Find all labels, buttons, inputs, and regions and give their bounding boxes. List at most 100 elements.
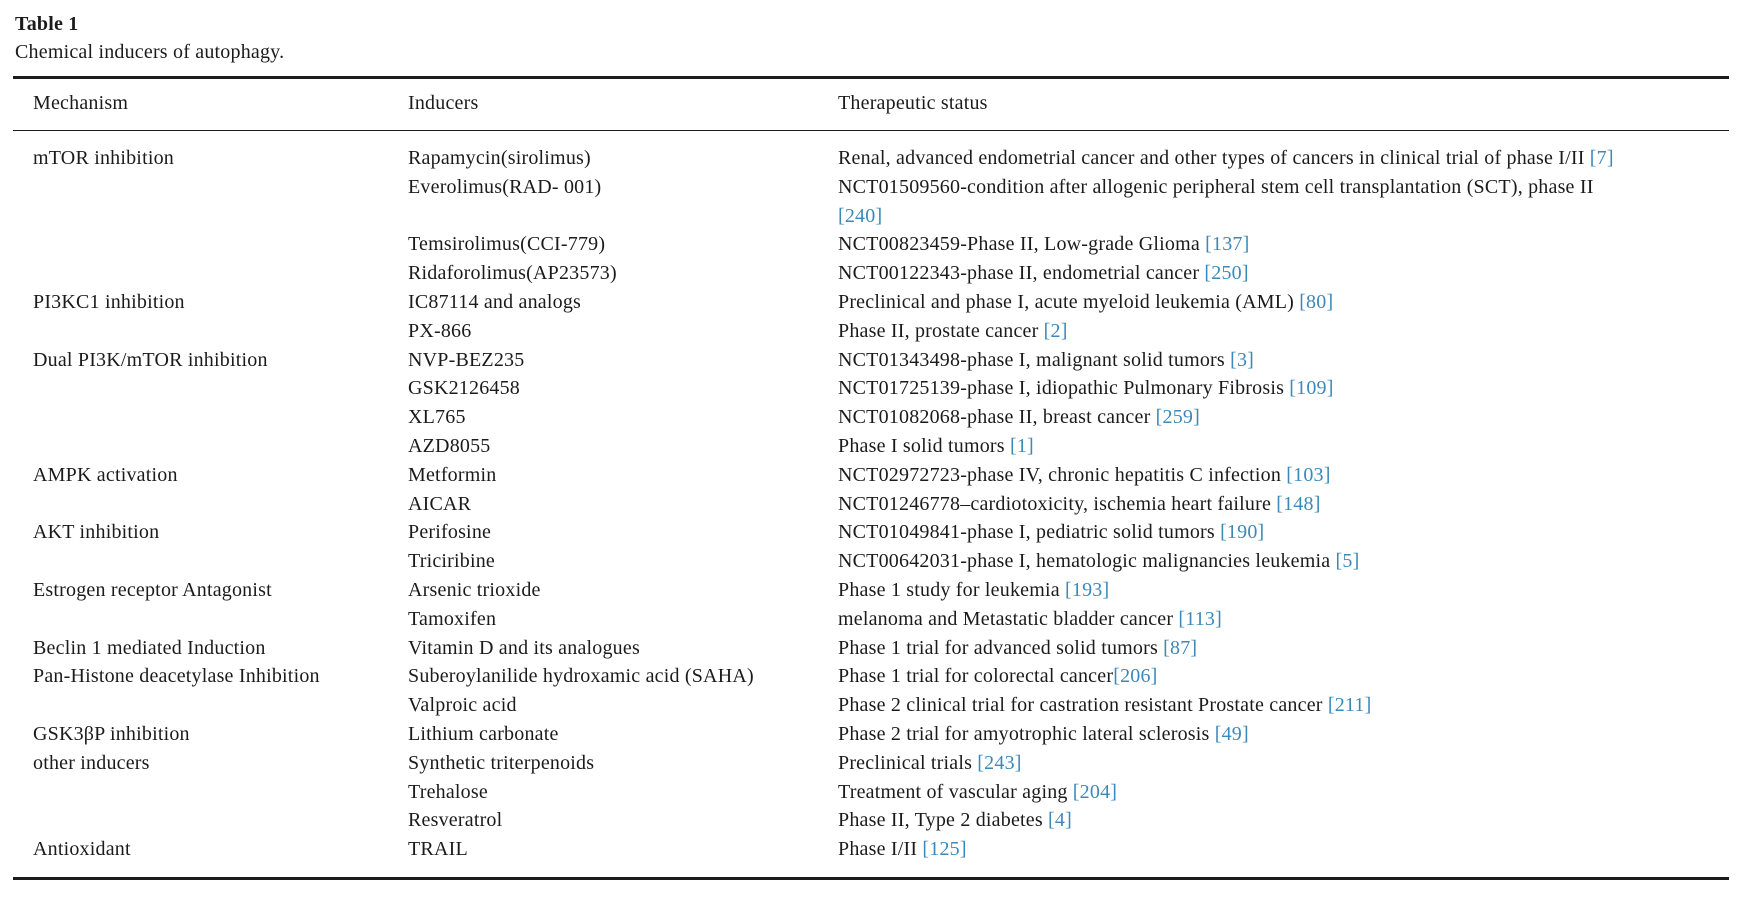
status-cell: Treatment of vascular aging [204] [838, 778, 1729, 807]
inducer-cell: PX-866 [408, 319, 472, 342]
inducer-cell: Perifosine [408, 521, 492, 544]
citation-link[interactable]: [1] [1004, 434, 1034, 457]
page: Table 1 Chemical inducers of autophagy. … [13, 13, 1729, 880]
status-text: Preclinical and phase I, acute myeloid l… [838, 290, 1294, 313]
table-row: AZD8055 Phase I solid tumors [1] [13, 432, 1729, 461]
table-row: GSK3βP inhibition Lithium carbonate Phas… [13, 720, 1729, 749]
citation-link[interactable]: [49] [1209, 722, 1249, 745]
status-text: Phase II, Type 2 diabetes [838, 809, 1043, 832]
citation-link[interactable]: [259] [1150, 406, 1200, 429]
inducer-cell: XL765 [408, 406, 466, 429]
status-cell: NCT02972723-phase IV, chronic hepatitis … [838, 461, 1729, 490]
mechanism-cell [13, 490, 408, 519]
table-row: Estrogen receptor Antagonist Arsenic tri… [13, 576, 1729, 605]
status-text: Phase II, prostate cancer [838, 319, 1039, 342]
inducer-cell: Temsirolimus(CCI-779) [408, 233, 606, 256]
citation-link[interactable]: [206] [1113, 665, 1158, 688]
status-text: NCT01246778–cardiotoxicity, ischemia hea… [838, 492, 1272, 515]
mechanism-cell [13, 691, 408, 720]
mechanism-cell: Antioxidant [33, 838, 131, 861]
status-cell: Preclinical and phase I, acute myeloid l… [838, 288, 1729, 317]
inducer-cell: AZD8055 [408, 434, 491, 457]
table-row: XL765 NCT01082068-phase II, breast cance… [13, 403, 1729, 432]
table-row: Valproic acid Phase 2 clinical trial for… [13, 691, 1729, 720]
table-caption: Chemical inducers of autophagy. [15, 41, 285, 63]
citation-link[interactable]: [125] [917, 838, 967, 861]
inducer-cell: TRAIL [408, 838, 468, 861]
status-cell: Phase 1 study for leukemia [193] [838, 576, 1729, 605]
table-row: Antioxidant TRAIL Phase I/II [125] [13, 835, 1729, 878]
status-text: Phase I solid tumors [838, 434, 1005, 457]
citation-link[interactable]: [204] [1067, 780, 1118, 803]
table-row: Ridaforolimus(AP23573) NCT00122343-phase… [13, 259, 1729, 288]
status-text: NCT01725139-phase I, idiopathic Pulmonar… [838, 377, 1285, 400]
citation-link[interactable]: [7] [1584, 147, 1614, 169]
table-row: Pan-Histone deacetylase Inhibition Suber… [13, 662, 1729, 691]
citation-link[interactable]: [113] [1173, 607, 1222, 630]
status-text: Phase 1 trial for colorectal cancer [838, 665, 1114, 688]
table-row: Dual PI3K/mTOR inhibition NVP-BEZ235 NCT… [13, 346, 1729, 375]
mechanism-cell [13, 806, 408, 835]
citation-link[interactable]: [137] [1199, 233, 1250, 256]
status-cell: Phase 2 clinical trial for castration re… [838, 691, 1729, 720]
table-row: Tamoxifen melanoma and Metastatic bladde… [13, 605, 1729, 634]
mechanism-cell: other inducers [33, 751, 150, 774]
mechanism-cell: Dual PI3K/mTOR inhibition [33, 348, 268, 371]
citation-link[interactable]: [190] [1214, 521, 1265, 544]
table-title: Table 1 [15, 13, 79, 35]
status-text: Renal, advanced endometrial cancer and o… [838, 147, 1585, 169]
status-cell: Phase II, Type 2 diabetes [4] [838, 806, 1729, 835]
mechanism-cell [13, 259, 408, 288]
status-cell: NCT01509560-condition after allogenic pe… [838, 173, 1729, 231]
table-row: AKT inhibition Perifosine NCT01049841-ph… [13, 518, 1729, 547]
mechanism-cell [13, 403, 408, 432]
status-cell: melanoma and Metastatic bladder cancer [… [838, 605, 1729, 634]
status-text: NCT01082068-phase II, breast cancer [838, 406, 1151, 429]
table-row: PI3KC1 inhibition IC87114 and analogs Pr… [13, 288, 1729, 317]
inducer-cell: Lithium carbonate [408, 722, 559, 745]
column-header-mechanism: Mechanism [33, 92, 129, 114]
status-cell: Phase 2 trial for amyotrophic lateral sc… [838, 720, 1729, 749]
status-cell: NCT00642031-phase I, hematologic maligna… [838, 547, 1729, 576]
table-row: Trehalose Treatment of vascular aging [2… [13, 778, 1729, 807]
status-cell: NCT01343498-phase I, malignant solid tum… [838, 346, 1729, 375]
citation-link[interactable]: [148] [1271, 492, 1321, 515]
inducer-cell: Everolimus(RAD- 001) [408, 175, 602, 198]
chemical-inducers-table: Mechanism Inducers Therapeutic status mT… [13, 76, 1729, 880]
inducer-cell: Trehalose [408, 780, 488, 803]
citation-link[interactable]: [109] [1284, 377, 1334, 400]
status-cell: NCT01049841-phase I, pediatric solid tum… [838, 518, 1729, 547]
citation-link[interactable]: [87] [1157, 636, 1198, 659]
citation-link[interactable]: [193] [1059, 578, 1110, 601]
mechanism-cell: Pan-Histone deacetylase Inhibition [33, 665, 320, 688]
citation-link[interactable]: [103] [1281, 463, 1331, 486]
status-text: NCT02972723-phase IV, chronic hepatitis … [838, 463, 1282, 486]
mechanism-cell: PI3KC1 inhibition [33, 290, 185, 313]
table-row: Temsirolimus(CCI-779) NCT00823459-Phase … [13, 230, 1729, 259]
inducer-cell: Tamoxifen [408, 607, 497, 630]
status-text: NCT01343498-phase I, malignant solid tum… [838, 348, 1225, 371]
status-text: Phase 2 trial for amyotrophic lateral sc… [838, 722, 1210, 745]
status-text: NCT00122343-phase II, endometrial cancer [838, 262, 1200, 285]
mechanism-cell: mTOR inhibition [33, 147, 174, 169]
header-row: Mechanism Inducers Therapeutic status [13, 78, 1729, 131]
table-row: AICAR NCT01246778–cardiotoxicity, ischem… [13, 490, 1729, 519]
citation-link[interactable]: [240] [838, 204, 883, 227]
inducer-cell: Vitamin D and its analogues [408, 636, 640, 659]
table-row: PX-866 Phase II, prostate cancer [2] [13, 317, 1729, 346]
citation-link[interactable]: [211] [1322, 694, 1372, 717]
citation-link[interactable]: [4] [1042, 809, 1072, 832]
citation-link[interactable]: [2] [1038, 319, 1068, 342]
citation-link[interactable]: [80] [1294, 290, 1334, 313]
citation-link[interactable]: [5] [1330, 550, 1360, 573]
citation-link[interactable]: [3] [1224, 348, 1255, 371]
status-text: melanoma and Metastatic bladder cancer [838, 607, 1174, 630]
column-header-therapeutic-status: Therapeutic status [838, 92, 988, 114]
mechanism-cell [13, 173, 408, 231]
citation-link[interactable]: [250] [1199, 262, 1249, 285]
mechanism-cell: AKT inhibition [33, 521, 160, 544]
inducer-cell: Synthetic triterpenoids [408, 751, 595, 774]
citation-link[interactable]: [243] [972, 751, 1022, 774]
status-text: Preclinical trials [838, 751, 973, 774]
table-row: Resveratrol Phase II, Type 2 diabetes [4… [13, 806, 1729, 835]
